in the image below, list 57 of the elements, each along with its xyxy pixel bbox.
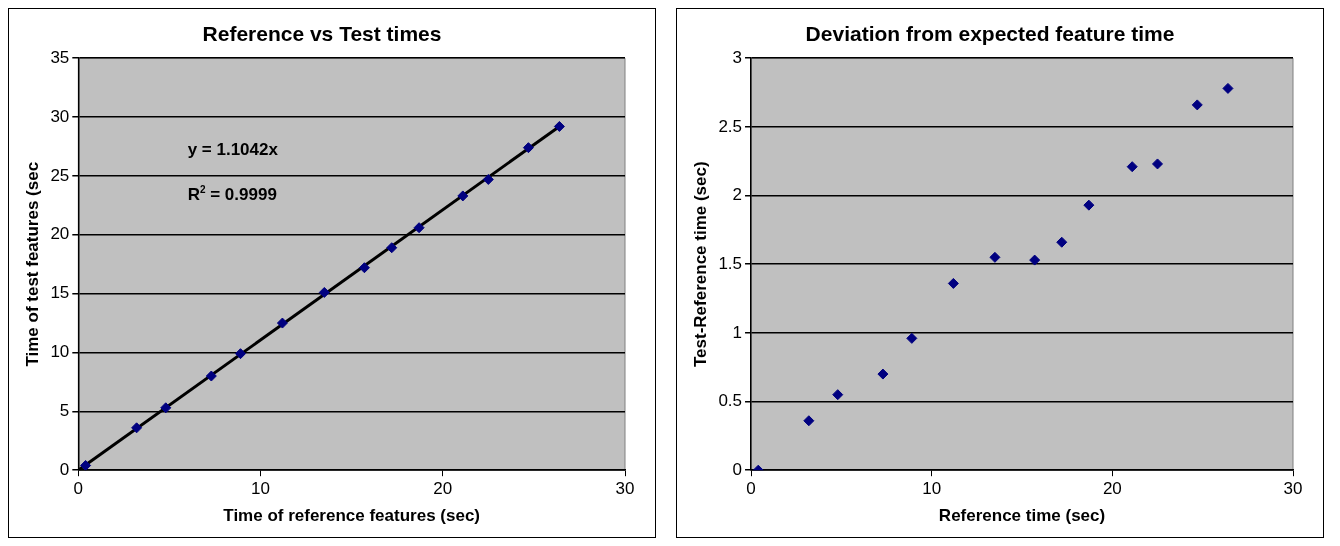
point: [160, 402, 172, 414]
y-tick-label: 5: [59, 401, 70, 421]
x-axis-title: Time of reference features (sec): [223, 506, 480, 526]
y-tick-label: 0.5: [718, 391, 743, 411]
y-tick-label: 25: [50, 165, 70, 185]
y-tick-label: 30: [50, 106, 70, 126]
x-tick-label: 30: [1283, 479, 1303, 499]
x-tick-label: 10: [251, 479, 270, 499]
point: [358, 262, 370, 274]
y-tick-label: 3: [732, 47, 743, 67]
point: [1222, 82, 1234, 94]
point: [1191, 99, 1203, 111]
y-axis-title: Test-Reference time (sec): [690, 161, 710, 368]
point: [457, 190, 469, 202]
y-tick-label: 35: [50, 47, 70, 67]
point: [1029, 254, 1041, 266]
point: [803, 415, 815, 427]
point: [1126, 161, 1138, 173]
y-tick-label: 0: [59, 459, 70, 479]
x-tick-label: 0: [746, 479, 756, 499]
y-tick-label: 1.5: [718, 253, 743, 273]
x-tick-label: 10: [922, 479, 942, 499]
point: [234, 348, 246, 360]
y-tick-label: 10: [50, 342, 70, 362]
point: [276, 317, 288, 329]
point: [1083, 199, 1095, 211]
point: [318, 286, 330, 298]
point: [553, 120, 565, 132]
y-tick-label: 20: [50, 224, 70, 244]
chart-title: Deviation from expected feature time: [805, 22, 1175, 46]
point: [386, 242, 398, 254]
point: [989, 251, 1001, 263]
y-tick-label: 15: [50, 283, 70, 303]
point: [947, 277, 959, 289]
annotation: y = 1.1042x: [187, 140, 279, 160]
x-axis-title: Reference time (sec): [938, 506, 1106, 526]
x-tick-label: 0: [73, 479, 84, 499]
point: [1152, 158, 1164, 170]
point: [413, 222, 425, 234]
y-tick-label: 1: [732, 322, 743, 342]
point: [906, 332, 918, 344]
point: [1056, 236, 1068, 248]
y-tick-label: 2: [732, 185, 743, 205]
point: [131, 422, 143, 434]
point: [832, 389, 844, 401]
x-tick-label: 20: [433, 479, 453, 499]
point: [877, 368, 889, 380]
y-axis-title: Time of test features (sec: [22, 161, 42, 367]
y-tick-label: 2.5: [718, 116, 743, 136]
point: [482, 173, 494, 185]
chart-title: Reference vs Test times: [202, 22, 442, 46]
point: [80, 459, 92, 471]
y-tick-label: 0: [732, 459, 743, 479]
x-tick-label: 30: [615, 479, 635, 499]
point: [205, 370, 217, 382]
x-tick-label: 20: [1102, 479, 1122, 499]
point: [522, 142, 534, 154]
